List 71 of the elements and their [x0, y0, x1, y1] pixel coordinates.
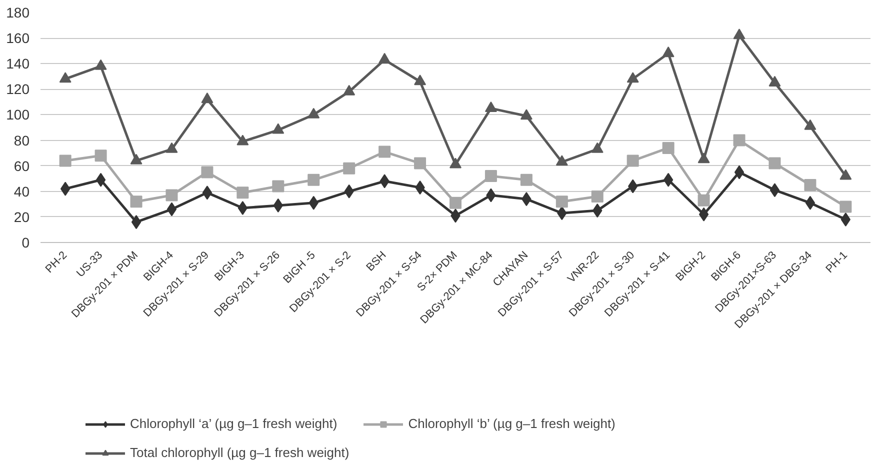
point [734, 165, 744, 180]
point [768, 157, 781, 170]
point [840, 200, 852, 213]
point [733, 28, 746, 40]
point [201, 166, 214, 178]
point [698, 207, 709, 222]
y-tick-label: 180 [6, 4, 30, 20]
y-tick-label: 120 [6, 81, 30, 98]
y-tick-label: 20 [14, 208, 30, 225]
point [201, 92, 214, 104]
point [840, 169, 852, 180]
point [308, 108, 320, 118]
point [556, 196, 568, 208]
point [698, 194, 710, 206]
point [59, 72, 72, 83]
legend-label: Total chlorophyll (µg g–1 fresh weight) [130, 445, 350, 460]
y-tick-label: 100 [6, 106, 30, 123]
point [308, 174, 320, 186]
point [166, 189, 178, 202]
point [520, 174, 532, 186]
point [59, 154, 72, 167]
point [662, 142, 674, 154]
point [626, 72, 639, 83]
point [804, 179, 816, 191]
point [450, 158, 462, 168]
point [343, 84, 356, 96]
point [166, 142, 178, 153]
point [414, 74, 426, 86]
point [698, 152, 710, 164]
y-tick-label: 0 [22, 234, 30, 250]
point [272, 123, 284, 134]
point [414, 157, 426, 170]
point [804, 119, 816, 130]
point [556, 155, 568, 166]
y-tick-label: 60 [14, 158, 30, 174]
point [484, 101, 497, 112]
point [662, 46, 674, 58]
point [770, 183, 780, 198]
point [202, 186, 212, 200]
point [130, 196, 142, 208]
point [130, 154, 142, 164]
point [591, 142, 604, 153]
y-tick-label: 140 [6, 56, 30, 72]
point [805, 196, 816, 210]
point [94, 150, 107, 162]
point [343, 162, 356, 174]
point [378, 146, 391, 158]
point [840, 212, 851, 226]
point [450, 196, 462, 209]
point [733, 134, 746, 146]
y-tick-label: 40 [14, 183, 30, 200]
legend-label: Chlorophyll ‘b’ (µg g–1 fresh weight) [408, 416, 616, 431]
point [768, 76, 781, 86]
point [663, 172, 674, 187]
point [484, 170, 497, 182]
point [236, 134, 249, 146]
point [131, 215, 142, 230]
y-tick-label: 80 [14, 132, 30, 148]
legend-label: Chlorophyll ‘a’ (µg g–1 fresh weight) [130, 416, 338, 431]
point [591, 190, 604, 202]
point [520, 109, 532, 120]
y-tick-label: 160 [6, 30, 30, 46]
point [238, 201, 248, 215]
point [626, 154, 639, 167]
point [272, 180, 284, 192]
point [166, 202, 177, 216]
point [94, 59, 107, 70]
point [378, 52, 391, 64]
point [60, 182, 70, 196]
point [96, 172, 106, 187]
point [236, 186, 249, 199]
